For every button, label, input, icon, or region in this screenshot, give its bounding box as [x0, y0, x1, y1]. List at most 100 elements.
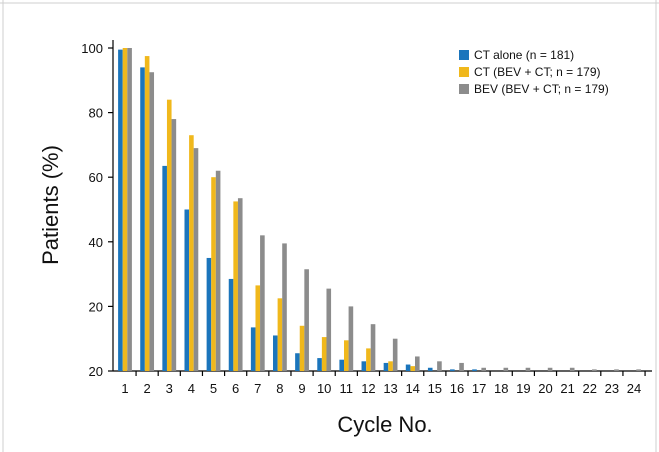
bar-series-2	[122, 48, 128, 371]
bar-series-3	[636, 369, 641, 371]
x-tick-label: 15	[428, 381, 442, 396]
x-tick-label: 8	[276, 381, 283, 396]
bar-series-1	[361, 361, 367, 371]
x-tick-label: 11	[340, 381, 354, 396]
bar-series-3	[348, 306, 354, 371]
bar-series-2	[233, 201, 238, 371]
bar-series-1	[405, 364, 411, 371]
bar-series-3	[193, 148, 199, 371]
bar-series-3	[481, 367, 486, 371]
legend-swatch	[459, 84, 469, 94]
legend-swatch	[459, 50, 469, 60]
bar-series-3	[237, 198, 243, 371]
x-tick-label: 23	[605, 381, 619, 396]
bar-series-1	[383, 362, 389, 371]
x-tick-label: 16	[450, 381, 464, 396]
x-tick-label: 7	[254, 381, 261, 396]
bars	[118, 48, 641, 372]
bar-series-2	[189, 135, 194, 371]
bar-series-2	[277, 298, 283, 371]
bar-series-2	[366, 348, 371, 371]
bar-series-1	[427, 367, 433, 371]
bar-series-1	[339, 359, 344, 371]
bar-series-2	[166, 99, 172, 372]
bar-series-3	[326, 288, 332, 371]
bar-series-3	[149, 72, 155, 371]
y-tick-label: 20	[89, 299, 103, 314]
bar-series-1	[140, 67, 145, 371]
bar-series-3	[614, 369, 619, 371]
bar-series-3	[547, 367, 553, 371]
x-tick-label: 1	[121, 381, 128, 396]
y-axis-title: Patients (%)	[38, 145, 63, 265]
bar-series-1	[162, 165, 167, 371]
y-axis-ticks: 100 80 60 40 20 20	[81, 41, 113, 379]
bar-series-1	[184, 209, 190, 371]
bar-series-2	[344, 340, 349, 371]
x-axis-title: Cycle No.	[337, 412, 432, 437]
x-tick-label: 14	[405, 381, 419, 396]
x-tick-label: 6	[232, 381, 239, 396]
x-tick-label: 19	[516, 381, 530, 396]
x-tick-label: 2	[144, 381, 151, 396]
bar-series-3	[282, 243, 287, 371]
y-tick-label: 20	[89, 364, 103, 379]
bar-series-3	[592, 369, 597, 371]
legend: CT alone (n = 181) CT (BEV + CT; n = 179)…	[459, 48, 609, 96]
bar-series-1	[250, 327, 256, 371]
y-tick-label: 60	[89, 170, 103, 185]
bar-series-3	[215, 170, 221, 371]
bar-series-2	[255, 285, 261, 371]
bar-series-3	[437, 361, 442, 371]
x-tick-label: 3	[166, 381, 173, 396]
x-tick-label: 24	[627, 381, 641, 396]
x-tick-label: 10	[317, 381, 331, 396]
x-tick-label: 20	[538, 381, 552, 396]
x-tick-label: 18	[494, 381, 508, 396]
bar-series-2	[410, 366, 415, 371]
bar-series-3	[171, 119, 177, 371]
x-tick-label: 9	[298, 381, 305, 396]
bar-series-3	[503, 367, 509, 371]
legend-label: BEV (BEV + CT; n = 179)	[474, 82, 609, 96]
x-axis-ticks: 1 2 3 4 5 6 7 8 9 10 11 12 13 14 15 16 17 18 19 20 21 22 23 24	[121, 371, 646, 396]
bar-series-2	[211, 177, 216, 371]
bar-series-2	[144, 56, 150, 371]
x-tick-label: 22	[583, 381, 597, 396]
bar-series-1	[228, 278, 234, 371]
legend-label: CT alone (n = 181)	[474, 48, 574, 62]
y-tick-label: 40	[89, 235, 103, 250]
bar-series-3	[260, 235, 265, 371]
x-tick-label: 12	[361, 381, 375, 396]
bar-series-3	[392, 338, 398, 371]
bar-series-3	[459, 362, 464, 371]
bar-series-3	[569, 367, 575, 371]
bar-series-3	[525, 367, 531, 371]
bar-series-2	[299, 325, 305, 371]
y-tick-label: 80	[89, 106, 103, 121]
bar-series-2	[388, 361, 393, 371]
bar-series-2	[321, 337, 327, 371]
bar-series-3	[415, 356, 420, 371]
x-tick-label: 5	[210, 381, 217, 396]
x-tick-label: 4	[188, 381, 195, 396]
x-tick-label: 17	[472, 381, 486, 396]
legend-swatch	[459, 67, 469, 77]
x-tick-label: 13	[383, 381, 397, 396]
bar-series-1	[118, 49, 123, 372]
bar-series-1	[472, 369, 477, 371]
bar-series-3	[304, 269, 309, 371]
x-tick-label: 21	[560, 381, 574, 396]
bar-series-3	[127, 48, 132, 371]
bar-series-1	[450, 369, 455, 371]
bar-series-1	[273, 335, 278, 371]
y-tick-label: 100	[81, 41, 103, 56]
bar-series-1	[317, 358, 322, 371]
bar-series-3	[370, 324, 376, 371]
bar-series-1	[295, 353, 300, 371]
legend-label: CT (BEV + CT; n = 179)	[474, 65, 601, 79]
bar-series-1	[206, 257, 212, 371]
